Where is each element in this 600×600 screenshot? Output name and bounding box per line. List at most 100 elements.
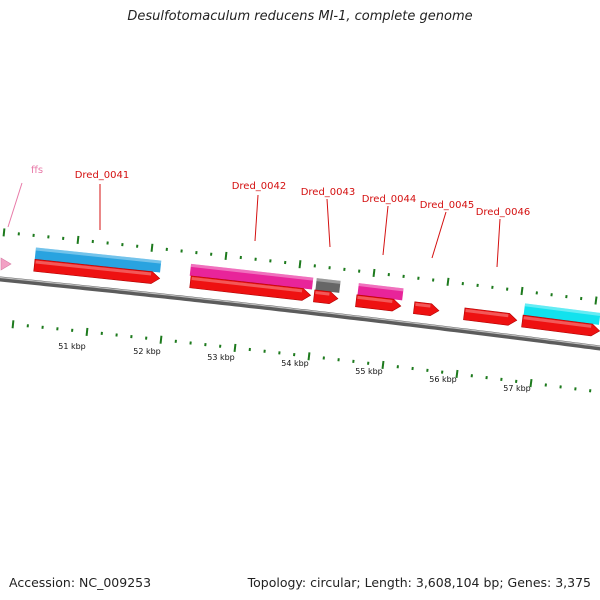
outer-tick — [106, 241, 109, 245]
outer-tick — [150, 243, 154, 252]
outer-tick — [402, 274, 405, 279]
inner-tick — [204, 343, 207, 347]
blast-hit-gloss — [524, 303, 600, 316]
label-leader-lines — [7, 182, 501, 268]
backbone-line — [0, 276, 600, 351]
leader-line — [382, 205, 389, 256]
outer-tick — [506, 287, 509, 291]
outer-tick — [91, 239, 94, 244]
cds-arrow-gloss — [415, 302, 431, 308]
inner-tick — [500, 377, 503, 382]
scale-label: 51 kbp — [58, 342, 86, 351]
inner-tick — [174, 339, 177, 343]
blast-hit-gloss — [358, 283, 404, 292]
outer-tick — [550, 293, 553, 297]
inner-tick — [322, 356, 325, 360]
outer-tick — [432, 278, 435, 282]
inner-tick — [367, 361, 370, 365]
genome-backbone — [0, 276, 600, 351]
cds-arrow — [313, 289, 339, 305]
outer-tick — [2, 228, 6, 237]
outer-tick — [269, 259, 272, 263]
genome-summary-text: Topology: circular; Length: 3,608,104 bp… — [247, 575, 591, 590]
inner-tick — [485, 376, 488, 380]
inner-tick — [559, 385, 562, 389]
backbone-highlight — [0, 276, 600, 348]
inner-tick — [426, 368, 429, 372]
blast-hit-bar — [315, 278, 341, 293]
inner-tick — [441, 370, 444, 374]
gene-label: Dred_0045 — [420, 200, 475, 211]
inner-tick — [293, 353, 296, 357]
outer-tick — [195, 251, 198, 255]
gene-label: Dred_0042 — [232, 181, 287, 192]
inner-tick — [396, 365, 399, 369]
gene-label: Dred_0044 — [362, 194, 417, 205]
blast-hit — [189, 263, 314, 290]
cds-arrow-body — [355, 294, 402, 312]
inner-tick — [145, 336, 148, 340]
inner-tick — [589, 389, 592, 393]
scale-label: 55 kbp — [355, 367, 383, 376]
scale-label: 54 kbp — [281, 359, 309, 368]
inner-tick — [263, 349, 266, 353]
cds-arrow-gloss — [315, 291, 330, 296]
cds-arrow — [463, 307, 518, 326]
inner-tick — [544, 383, 547, 387]
inner-tick — [71, 328, 74, 332]
outer-tick — [328, 266, 331, 270]
outer-tick — [136, 244, 139, 248]
cds-arrow-gloss — [523, 316, 592, 328]
gene-label: ffs — [31, 165, 43, 176]
inner-tick — [159, 335, 163, 344]
outer-tick — [461, 282, 464, 286]
cds-arrow — [355, 294, 402, 312]
outer-tick — [358, 269, 361, 273]
inner-tick-ring — [11, 320, 592, 393]
blast-hit — [315, 278, 341, 293]
scale-label: 57 kbp — [503, 384, 531, 393]
outer-tick — [224, 251, 228, 260]
inner-tick — [574, 387, 577, 391]
gene-label: Dred_0043 — [301, 187, 356, 198]
inner-tick — [26, 324, 29, 328]
blast-hit — [34, 247, 162, 273]
outer-tick — [165, 247, 168, 252]
inner-tick — [130, 335, 133, 339]
outer-tick — [580, 296, 583, 301]
leader-line — [496, 218, 501, 268]
outer-tick — [47, 235, 50, 239]
blast-hit-bar — [189, 263, 314, 290]
cds-track — [33, 259, 600, 337]
inner-tick — [337, 358, 340, 362]
scale-label: 52 kbp — [133, 347, 161, 356]
leader-line — [326, 198, 331, 248]
inner-tick — [248, 347, 251, 352]
cds-arrow-body — [33, 259, 161, 284]
outer-tick — [298, 260, 302, 269]
map-title: Desulfotomaculum reducens MI-1, complete… — [127, 9, 473, 24]
inner-tick — [100, 331, 103, 336]
cds-arrow-body — [313, 289, 339, 305]
inner-tick — [189, 341, 192, 345]
outer-tick-ring — [2, 228, 598, 305]
inner-tick — [85, 327, 89, 336]
outer-tick — [180, 249, 183, 253]
outer-tick — [239, 255, 242, 260]
outer-tick — [343, 267, 346, 272]
cds-arrow-body — [189, 275, 312, 301]
scale-label: 53 kbp — [207, 353, 235, 362]
outer-tick — [565, 295, 568, 299]
outer-tick — [210, 252, 213, 256]
cds-arrow — [33, 259, 161, 284]
outer-tick — [62, 236, 65, 240]
cds-arrow — [413, 301, 440, 317]
cds-arrow-gloss — [35, 260, 152, 276]
leader-line — [431, 211, 447, 259]
outer-tick — [387, 273, 390, 277]
cds-arrow — [521, 314, 600, 337]
outer-tick — [417, 276, 420, 280]
cds-arrow-gloss — [357, 295, 393, 304]
inner-tick — [381, 360, 385, 370]
